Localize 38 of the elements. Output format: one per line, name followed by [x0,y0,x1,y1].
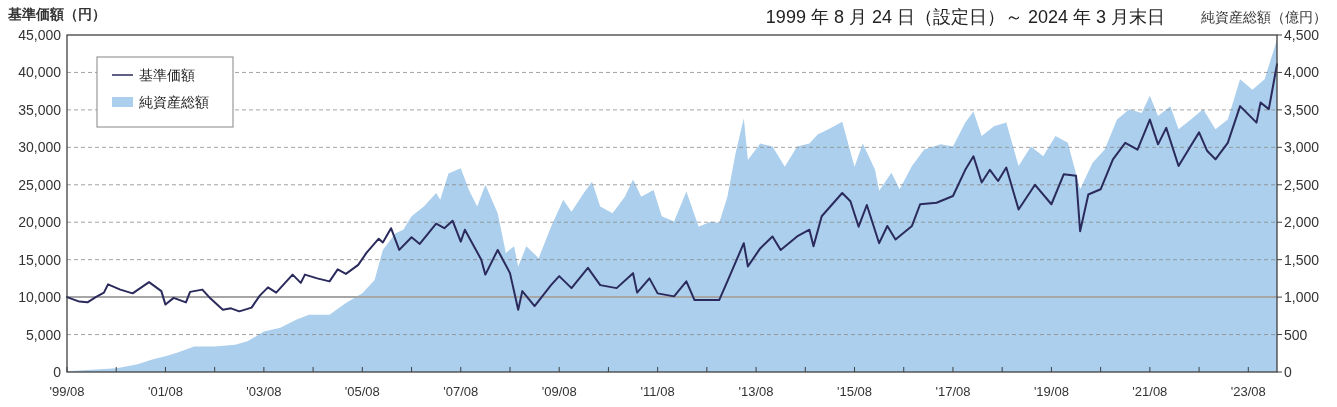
y-tick-label: 45,000 [18,27,62,43]
legend-label: 純資産総額 [139,94,209,110]
chart-title: 1999 年 8 月 24 日（設定日）～ 2024 年 3 月末日 [765,7,1165,27]
y-tick-label: 25,000 [18,176,62,193]
y2-tick-label: 0 [1284,364,1292,380]
y-tick-label: 15,000 [18,251,62,268]
y2-tick-label: 2,000 [1284,214,1320,231]
y-tick-label: 20,000 [18,214,62,231]
y2-tick-label: 500 [1284,326,1308,343]
y-tick-label: 40,000 [18,64,62,81]
y-axis-title: 基準価額（円） [7,6,106,22]
y-tick-label: 0 [53,364,62,380]
x-tick-label: '11/08 [640,384,675,399]
x-tick-label: '05/08 [344,384,380,399]
y-tick-label: 10,000 [18,289,62,306]
y2-axis-title: 純資産総額（億円） [1201,9,1327,25]
x-tick-label: '13/08 [738,384,774,399]
x-tick-label: '07/08 [443,384,479,399]
y2-tick-label: 3,000 [1284,139,1320,156]
x-tick-label: '23/08 [1230,384,1266,399]
x-tick-label: '17/08 [935,384,971,399]
x-tick-label: '15/08 [837,384,873,399]
x-tick-label: '99/08 [49,384,85,399]
x-tick-label: '03/08 [246,384,282,399]
y2-tick-label: 4,500 [1284,27,1320,43]
y2-tick-label: 3,500 [1284,101,1320,118]
legend-label: 基準価額 [139,67,195,83]
y2-tick-label: 4,000 [1284,64,1320,81]
x-tick-label: '21/08 [1132,384,1168,399]
x-tick-label: '01/08 [147,384,183,399]
y-tick-label: 30,000 [18,139,62,156]
x-tick-label: '09/08 [541,384,577,399]
y2-tick-label: 1,000 [1284,289,1320,306]
y-tick-label: 5,000 [25,326,62,343]
y2-tick-label: 2,500 [1284,176,1320,193]
x-tick-label: '19/08 [1033,384,1069,399]
y-tick-label: 35,000 [18,101,62,118]
y2-tick-label: 1,500 [1284,251,1320,268]
